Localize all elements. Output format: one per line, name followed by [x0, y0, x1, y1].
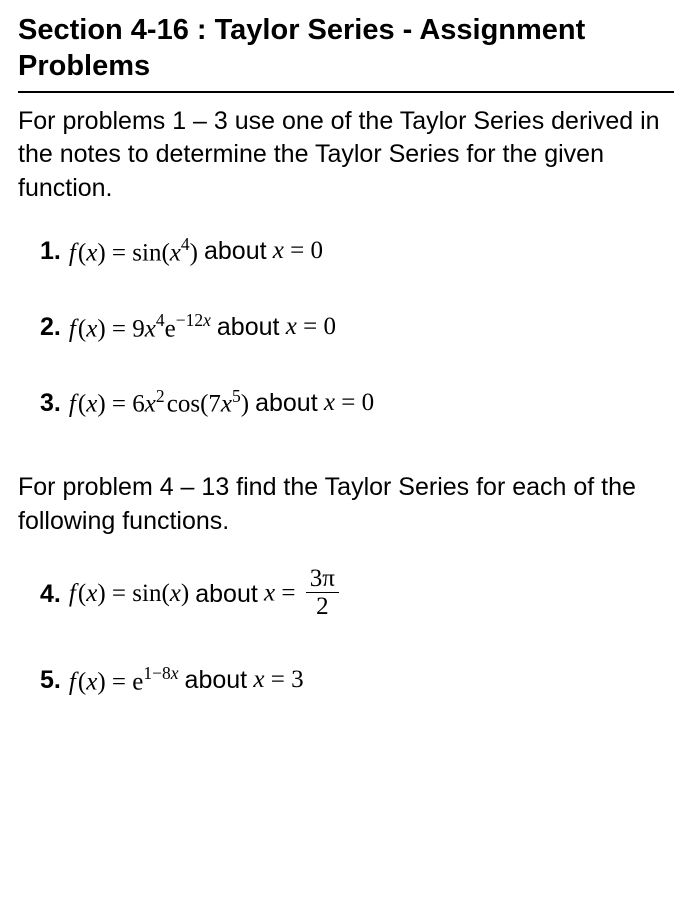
intro-group-1: For problems 1 – 3 use one of the Taylor… [18, 105, 674, 206]
problem-3: 3. f (x) = 6x2 cos(7x5) about x = 0 [18, 385, 674, 421]
about-value: x = 0 [267, 235, 323, 268]
about-value: x = 0 [318, 387, 374, 420]
fraction-denominator: 2 [306, 593, 339, 621]
problem-function: f (x) = 6x2 cos(7x5) [69, 385, 249, 421]
about-value: x = 3π 2 [258, 567, 343, 623]
about-number: 0 [362, 389, 375, 416]
section-title: Section 4-16 : Taylor Series - Assignmen… [18, 12, 674, 93]
problem-4: 4. f (x) = sin(x) about x = 3π 2 [18, 567, 674, 623]
problem-number: 3. [40, 387, 61, 420]
about-label: about [195, 578, 258, 611]
fraction: 3π 2 [306, 565, 339, 621]
intro-group-2: For problem 4 – 13 find the Taylor Serie… [18, 471, 674, 539]
problem-number: 4. [40, 578, 61, 611]
problem-number: 1. [40, 235, 61, 268]
about-number: 0 [323, 313, 336, 340]
about-label: about [185, 664, 248, 697]
problem-function: f (x) = sin(x4) [69, 234, 198, 270]
problem-function: f (x) = 9x4e−12x [69, 310, 211, 346]
problem-5: 5. f (x) = e1−8x about x = 3 [18, 663, 674, 699]
about-number: 0 [311, 237, 324, 264]
about-value: x = 3 [247, 664, 303, 697]
problem-function: f (x) = e1−8x [69, 663, 179, 699]
about-number: 3 [291, 666, 304, 693]
problem-number: 5. [40, 664, 61, 697]
problem-1: 1. f (x) = sin(x4) about x = 0 [18, 234, 674, 270]
page: Section 4-16 : Taylor Series - Assignmen… [0, 0, 692, 729]
about-label: about [204, 235, 267, 268]
about-label: about [217, 311, 280, 344]
fraction-numerator: 3π [306, 565, 339, 594]
about-label: about [255, 387, 318, 420]
about-value: x = 0 [279, 311, 335, 344]
problem-number: 2. [40, 311, 61, 344]
problem-2: 2. f (x) = 9x4e−12x about x = 0 [18, 310, 674, 346]
problem-function: f (x) = sin(x) [69, 578, 189, 611]
